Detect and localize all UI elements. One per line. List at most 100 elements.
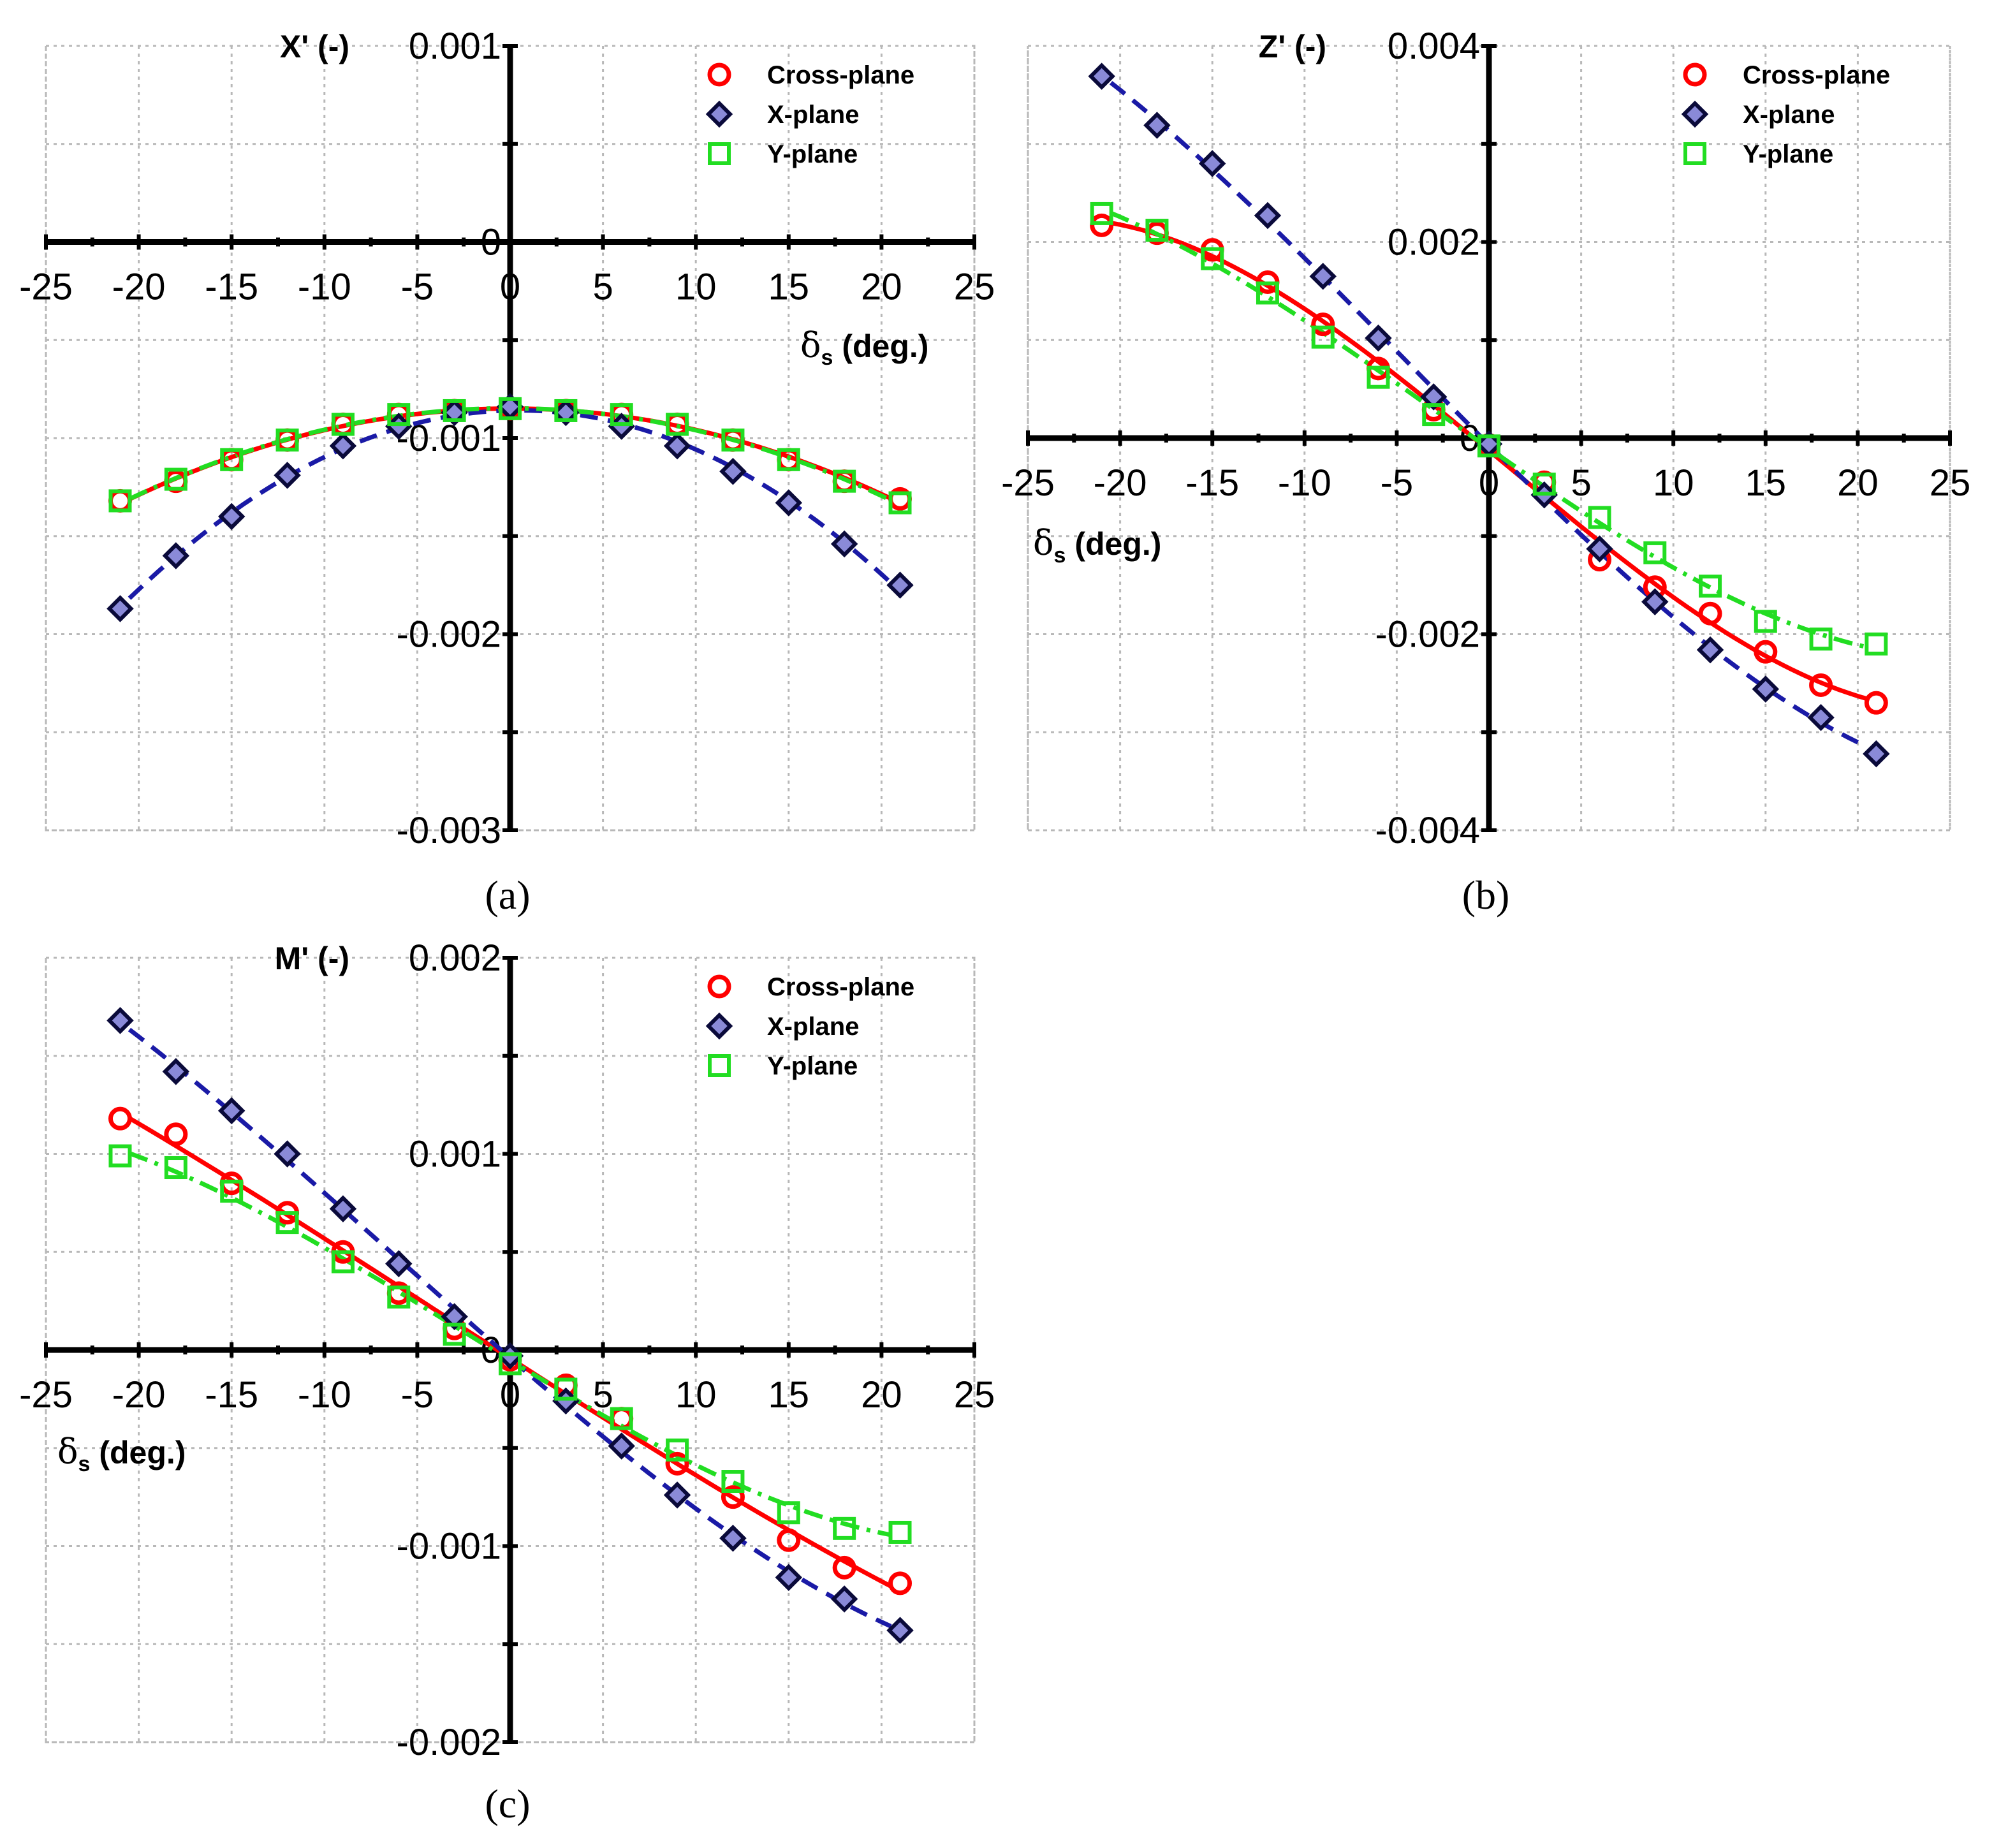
x-tick-label: 5 (592, 1374, 613, 1416)
data-point-y-plane (108, 489, 132, 513)
data-point-y-plane (499, 1352, 522, 1375)
x-axis-title-text: (deg.) (833, 328, 928, 364)
data-point-x-plane (385, 1250, 413, 1277)
y-tick-label: 0.002 (409, 937, 501, 979)
data-point-y-plane (1643, 541, 1667, 564)
x-tick-label: 5 (1571, 462, 1591, 504)
x-axis-title-symbol: δ (57, 1432, 78, 1472)
data-point-y-plane (1256, 281, 1279, 305)
y-axis-title: X' (-) (280, 29, 349, 64)
data-point-y-plane (443, 399, 466, 422)
legend-label-y-plane: Y-plane (767, 140, 858, 168)
data-point-x-plane (162, 1058, 190, 1085)
data-point-y-plane (1201, 247, 1224, 270)
legend-label-y-plane: Y-plane (1743, 140, 1833, 168)
data-point-y-plane (499, 397, 522, 420)
x-tick-label: 20 (861, 267, 902, 308)
data-point-x-plane (886, 571, 914, 599)
data-point-y-plane (888, 1520, 912, 1544)
legend-label-cross-plane: Cross-plane (767, 973, 914, 1001)
legend-marker-cross-plane (707, 62, 731, 87)
x-axis-title-subscript: s (1054, 543, 1066, 568)
y-tick-label: 0.004 (1388, 26, 1480, 67)
data-point-x-plane (1641, 588, 1669, 616)
data-point-x-plane (775, 489, 803, 517)
x-tick-label: -5 (1381, 462, 1414, 504)
x-axis-title-text: (deg.) (90, 1435, 186, 1470)
x-axis-title: δs (deg.) (800, 325, 928, 370)
x-tick-label: -15 (205, 1374, 258, 1416)
panel-a-xprime: -25 -20 -15 -10 -5 0 5 10 15 20 25 0.001 0 -0.001 -0.0… (19, 26, 995, 918)
data-point-y-plane (833, 469, 856, 493)
data-point-x-plane (1198, 150, 1226, 177)
legend-label-cross-plane: Cross-plane (1743, 61, 1890, 89)
data-point-cross-plane (1311, 312, 1335, 337)
data-point-y-plane (1367, 365, 1390, 389)
data-point-x-plane (441, 399, 468, 427)
data-point-cross-plane (1090, 213, 1114, 237)
x-tick-label: 25 (954, 267, 995, 308)
data-point-y-plane (777, 1501, 800, 1525)
x-tick-label: -20 (1094, 462, 1147, 504)
panel-label: (b) (1462, 872, 1510, 918)
data-point-cross-plane (1809, 673, 1833, 697)
data-point-y-plane (331, 413, 355, 436)
x-tick-label: 0 (500, 1374, 520, 1416)
data-point-y-plane (1422, 403, 1446, 427)
data-point-y-plane (331, 1250, 355, 1273)
x-tick-label: 20 (1837, 462, 1879, 504)
data-point-x-plane (886, 1617, 914, 1644)
x-tick-label: 15 (768, 1374, 810, 1416)
y-tick-label: -0.003 (397, 810, 501, 851)
data-point-y-plane (1865, 632, 1888, 656)
data-point-x-plane (830, 530, 858, 558)
data-point-y-plane (666, 1438, 689, 1462)
data-point-cross-plane (777, 1528, 801, 1552)
data-point-y-plane (777, 448, 800, 471)
data-point-x-plane (1143, 112, 1171, 139)
data-point-x-plane (217, 502, 246, 531)
data-point-y-plane (721, 429, 745, 452)
y-tick-label: 0.001 (409, 1134, 501, 1175)
data-point-y-plane (1809, 627, 1833, 651)
legend-label-x-plane: X-plane (1743, 101, 1835, 129)
data-point-cross-plane (1698, 601, 1722, 626)
data-point-cross-plane (108, 488, 132, 513)
data-point-y-plane (888, 491, 912, 515)
data-point-x-plane (1863, 740, 1890, 768)
x-tick-label: -25 (19, 1374, 73, 1416)
x-axis-title-symbol: δ (800, 325, 821, 365)
y-tick-label: -0.001 (397, 1526, 501, 1567)
panel-c-mprime: -25 -20 -15 -10 -5 0 5 10 15 20 250.0020.0010-0.00… (19, 937, 995, 1826)
legend-marker-x-plane (705, 100, 733, 128)
data-point-y-plane (666, 413, 689, 436)
x-tick-label: 15 (1745, 462, 1787, 504)
x-tick-label: 10 (1653, 462, 1694, 504)
legend-label-y-plane: Y-plane (767, 1052, 858, 1080)
data-point-x-plane (775, 1564, 803, 1591)
data-point-x-plane (274, 462, 301, 489)
y-tick-label: 0.001 (409, 26, 501, 67)
data-point-x-plane (1254, 202, 1282, 230)
x-axis-title: δs (deg.) (57, 1432, 186, 1476)
y-tick-label: -0.004 (1375, 810, 1480, 851)
y-axis-title: Z' (-) (1259, 29, 1326, 64)
data-point-y-plane (220, 448, 244, 471)
legend-label-cross-plane: Cross-plane (767, 61, 914, 89)
legend-marker-y-plane (708, 142, 731, 165)
y-tick-label: -0.002 (397, 614, 501, 656)
data-point-cross-plane (888, 1571, 913, 1595)
data-point-x-plane (274, 1140, 301, 1168)
data-point-x-plane (663, 1481, 691, 1509)
x-tick-label: -5 (401, 1374, 434, 1416)
x-axis-title-text: (deg.) (1066, 526, 1161, 562)
y-axis-title: M' (-) (275, 941, 349, 976)
data-point-x-plane (608, 1432, 635, 1460)
data-point-y-plane (1090, 202, 1113, 225)
data-point-cross-plane (721, 1485, 745, 1509)
data-point-x-plane (719, 458, 747, 485)
x-tick-label: 15 (768, 267, 810, 308)
data-point-y-plane (610, 403, 633, 427)
x-tick-label: -20 (112, 267, 166, 308)
